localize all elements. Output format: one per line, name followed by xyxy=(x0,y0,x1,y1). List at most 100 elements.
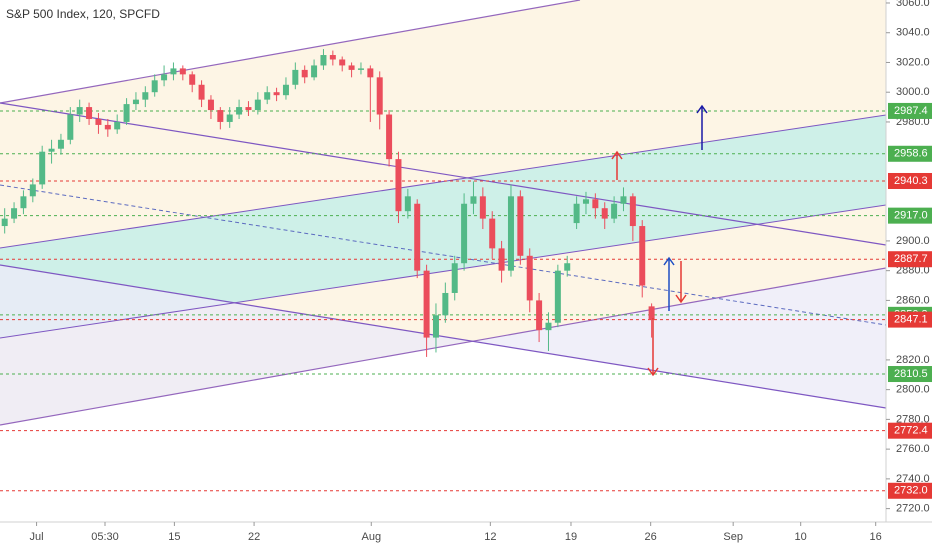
level-label: 2940.3 xyxy=(894,175,928,187)
candle-body xyxy=(592,199,599,209)
y-tick-label: 3060.0 xyxy=(896,0,930,9)
candle-body xyxy=(161,74,168,81)
drawings xyxy=(0,0,886,426)
candle-body xyxy=(76,107,83,115)
y-tick-label: 2880.0 xyxy=(896,265,930,277)
y-tick-label: 3040.0 xyxy=(896,27,930,39)
candle-body xyxy=(639,226,646,286)
arrow-up xyxy=(696,104,708,150)
level-label: 2732.0 xyxy=(894,485,928,497)
x-tick-label: 12 xyxy=(484,531,496,543)
trend-line xyxy=(0,267,886,426)
arrow-up xyxy=(611,150,623,180)
candle-body xyxy=(404,196,411,212)
level-label: 2847.1 xyxy=(894,314,928,326)
candle-body xyxy=(451,263,458,293)
candle-body xyxy=(573,203,580,224)
candle-body xyxy=(470,196,477,204)
level-labels: 2987.42958.62940.32917.02887.72850.32847… xyxy=(888,102,932,499)
x-tick-label: 19 xyxy=(565,531,577,543)
candle-body xyxy=(123,104,130,122)
x-tick-label: Aug xyxy=(361,531,381,543)
candle-body xyxy=(339,59,346,66)
y-tick-label: 3000.0 xyxy=(896,86,930,98)
candle-body xyxy=(620,196,627,204)
candle-body xyxy=(395,159,402,212)
candle-body xyxy=(273,92,280,96)
candle-body xyxy=(132,99,139,105)
candle-body xyxy=(554,270,561,323)
trend-line xyxy=(0,0,581,104)
trend-line xyxy=(0,264,886,409)
level-label-box xyxy=(888,422,932,439)
axes: 3060.03040.03020.03000.02980.02900.02880… xyxy=(30,0,930,543)
level-label-box xyxy=(888,311,932,328)
y-tick-label: 2900.0 xyxy=(896,235,930,247)
level-label-box xyxy=(888,207,932,224)
x-tick-label: 16 xyxy=(870,531,882,543)
candle-body xyxy=(67,114,74,140)
candle-body xyxy=(367,68,374,78)
y-tick-label: 2820.0 xyxy=(896,354,930,366)
candle-body xyxy=(461,203,468,264)
candle-body xyxy=(357,68,364,70)
candle-body xyxy=(517,196,524,256)
level-label: 2810.5 xyxy=(894,368,928,380)
x-tick-label: 10 xyxy=(795,531,807,543)
trend-line xyxy=(0,102,886,246)
candle-body xyxy=(414,203,421,271)
candle-body xyxy=(311,65,318,78)
candle-body xyxy=(348,65,355,70)
candle-body xyxy=(423,270,430,338)
arrow-down xyxy=(647,318,659,377)
y-tick-label: 2800.0 xyxy=(896,384,930,396)
y-tick-label: 3020.0 xyxy=(896,56,930,68)
y-tick-label: 2760.0 xyxy=(896,443,930,455)
candle-body xyxy=(95,118,102,125)
candle-body xyxy=(386,114,393,160)
candle-body xyxy=(170,68,177,75)
level-label: 2917.0 xyxy=(894,210,928,222)
candle-body xyxy=(442,292,449,316)
median-line xyxy=(0,184,886,326)
candle-body xyxy=(104,124,111,130)
candle-body xyxy=(432,315,439,338)
candle-body xyxy=(564,263,571,271)
inner-channel-fill xyxy=(0,115,886,338)
candle-body xyxy=(179,68,186,75)
candle-body xyxy=(536,300,543,331)
candle-body xyxy=(114,121,121,130)
y-tick-label: 2740.0 xyxy=(896,473,930,485)
level-label-box xyxy=(888,172,932,189)
candles xyxy=(1,49,655,357)
level-label: 2887.7 xyxy=(894,253,928,265)
level-label-box xyxy=(888,482,932,499)
candle-body xyxy=(376,77,383,115)
candle-body xyxy=(236,107,243,115)
arrow-up xyxy=(663,256,675,311)
candle-body xyxy=(282,84,289,96)
x-tick-label: Jul xyxy=(30,531,44,543)
y-tick-label: 2860.0 xyxy=(896,294,930,306)
x-tick-label: 05:30 xyxy=(91,531,119,543)
x-tick-label: 15 xyxy=(168,531,180,543)
candle-body xyxy=(489,218,496,249)
level-label: 2772.4 xyxy=(894,425,928,437)
candle-body xyxy=(264,92,271,100)
candle-body xyxy=(48,148,55,152)
x-tick-label: 26 xyxy=(645,531,657,543)
x-tick-label: 22 xyxy=(248,531,260,543)
trend-line xyxy=(0,114,886,249)
candle-body xyxy=(479,196,486,219)
candle-body xyxy=(189,74,196,85)
candle-body xyxy=(142,92,149,100)
candle-body xyxy=(498,248,505,271)
candle-body xyxy=(320,55,327,66)
candle-body xyxy=(57,139,64,149)
candle-body xyxy=(217,110,224,122)
arrow-down xyxy=(675,261,687,304)
candle-body xyxy=(86,107,93,119)
candle-body xyxy=(1,218,8,227)
arrows xyxy=(611,104,708,377)
